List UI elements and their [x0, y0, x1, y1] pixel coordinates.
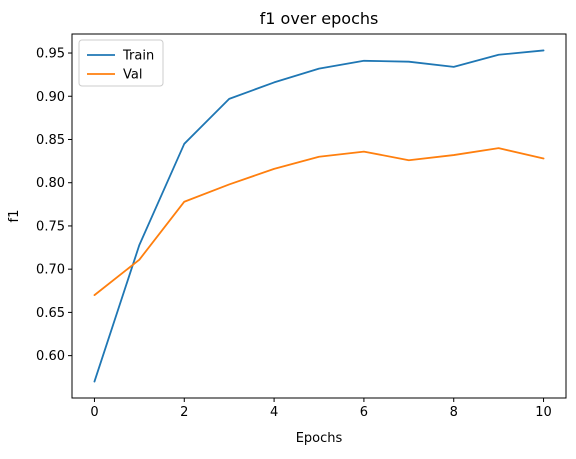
plot-frame [72, 34, 566, 398]
y-tick-label: 0.60 [36, 349, 65, 364]
x-tick-label: 0 [90, 405, 98, 420]
plot-area: 0 2 4 6 8 10 0.60 0.65 0.70 0.75 0.80 0.85 0.90 0.95 T… [36, 34, 566, 420]
x-tick-label: 8 [450, 405, 458, 420]
y-tick-label: 0.90 [36, 90, 65, 105]
legend-label-val: Val [123, 68, 142, 83]
x-tick-label: 2 [180, 405, 188, 420]
y-tick-label: 0.75 [36, 219, 65, 234]
series-line-train [94, 50, 543, 381]
legend-label-train: Train [122, 49, 154, 64]
y-axis-label: f1 [7, 210, 22, 223]
x-tick-label: 6 [360, 405, 368, 420]
y-tick-label: 0.70 [36, 263, 65, 278]
y-tick-label: 0.80 [36, 176, 65, 191]
legend: Train Val [79, 40, 163, 86]
y-tick-label: 0.85 [36, 133, 65, 148]
y-tick-label: 0.65 [36, 306, 65, 321]
x-tick-label: 10 [535, 405, 552, 420]
y-tick-label: 0.95 [36, 47, 65, 62]
series-line-val [94, 148, 543, 295]
x-axis-label: Epochs [296, 431, 343, 446]
chart-title: f1 over epochs [260, 9, 379, 28]
x-tick-label: 4 [270, 405, 278, 420]
